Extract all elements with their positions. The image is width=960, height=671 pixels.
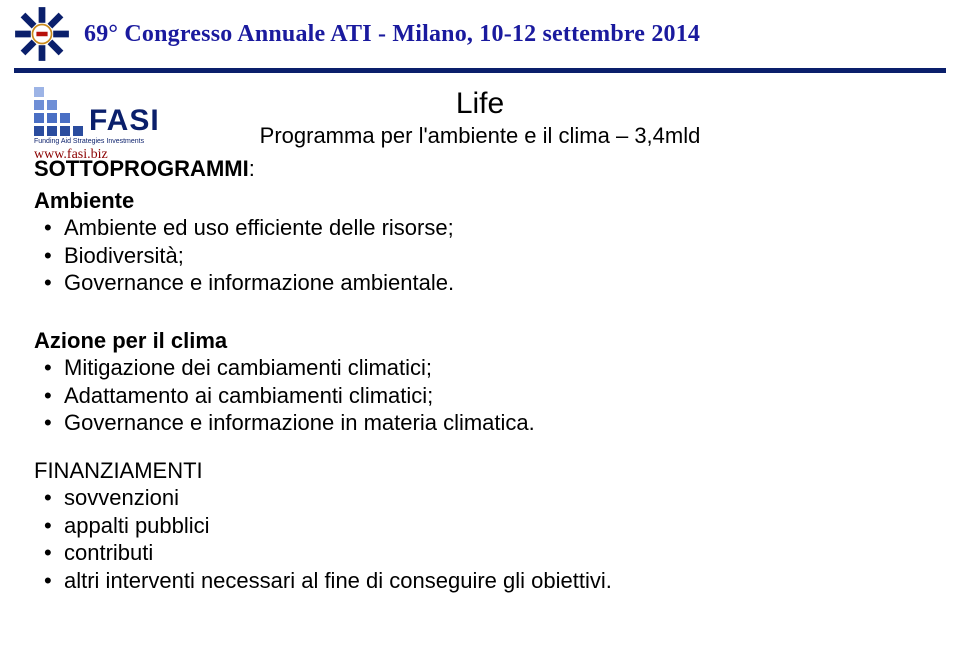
finanziamenti-list: sovvenzioni appalti pubblici contributi … <box>38 484 926 594</box>
fasi-wordmark: FASI <box>89 106 160 136</box>
list-item: Biodiversità; <box>38 242 926 270</box>
subsection-label-clima: Azione per il clima <box>34 327 926 355</box>
slide-title: Life <box>34 87 926 121</box>
fasi-logo-block: FASI Funding Aid Strategies Investments … <box>34 87 164 163</box>
section-label-finanziamenti: FINANZIAMENTI <box>34 457 926 485</box>
ambiente-list: Ambiente ed uso efficiente delle risorse… <box>38 214 926 297</box>
header-rule <box>14 68 946 73</box>
fasi-grid-icon <box>34 87 83 136</box>
list-item: Adattamento ai cambiamenti climatici; <box>38 382 926 410</box>
list-item: sovvenzioni <box>38 484 926 512</box>
slide-content: FASI Funding Aid Strategies Investments … <box>0 87 960 594</box>
list-item: Mitigazione dei cambiamenti climatici; <box>38 354 926 382</box>
list-item: appalti pubblici <box>38 512 926 540</box>
list-item: altri interventi necessari al fine di co… <box>38 567 926 595</box>
clima-list: Mitigazione dei cambiamenti climatici; A… <box>38 354 926 437</box>
slide-body: SOTTOPROGRAMMI: Ambiente Ambiente ed uso… <box>34 155 926 594</box>
slide-header: 69° Congresso Annuale ATI - Milano, 10-1… <box>0 0 960 66</box>
subsection-label-ambiente: Ambiente <box>34 187 926 215</box>
slide-subtitle: Programma per l'ambiente e il clima – 3,… <box>34 123 926 149</box>
conference-title: 69° Congresso Annuale ATI - Milano, 10-1… <box>84 21 700 48</box>
list-item: Ambiente ed uso efficiente delle risorse… <box>38 214 926 242</box>
list-item: contributi <box>38 539 926 567</box>
list-item: Governance e informazione in materia cli… <box>38 409 926 437</box>
list-item: Governance e informazione ambientale. <box>38 269 926 297</box>
ati-logo <box>14 6 70 62</box>
fasi-url: www.fasi.biz <box>34 147 164 163</box>
fasi-tagline: Funding Aid Strategies Investments <box>34 138 164 145</box>
